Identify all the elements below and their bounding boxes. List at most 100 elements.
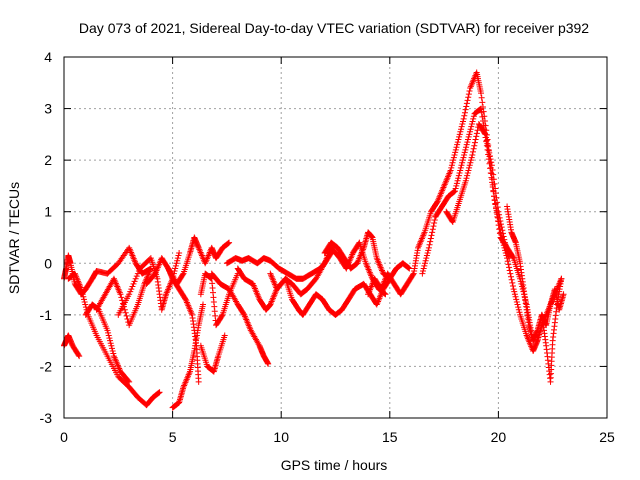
data-point — [105, 329, 112, 336]
data-point — [424, 249, 431, 256]
data-point — [134, 270, 141, 277]
data-point — [173, 260, 180, 267]
x-axis-label: GPS time / hours — [281, 457, 388, 473]
data-point — [76, 353, 83, 360]
data-point — [490, 176, 497, 183]
data-point — [126, 291, 133, 298]
data-point — [464, 139, 471, 146]
data-point — [133, 273, 140, 280]
data-point — [494, 199, 501, 206]
data-point — [427, 238, 434, 245]
data-point — [423, 252, 430, 259]
data-point — [462, 177, 469, 184]
data-point — [421, 262, 428, 269]
data-point — [448, 162, 455, 169]
plot-frame — [63, 56, 608, 419]
data-point — [429, 229, 436, 236]
data-point — [485, 146, 492, 153]
data-point — [478, 109, 485, 116]
data-point — [453, 180, 460, 187]
data-point — [508, 276, 515, 283]
y-tick-label: -3 — [40, 410, 53, 426]
data-point — [515, 304, 522, 311]
data-point — [125, 377, 132, 384]
data-point — [499, 227, 506, 234]
data-point — [79, 291, 86, 298]
data-point — [467, 126, 474, 133]
data-point — [558, 275, 565, 282]
data-point — [240, 310, 247, 317]
series-trace-12 — [208, 270, 272, 367]
data-point — [498, 224, 505, 231]
data-point — [126, 378, 133, 385]
data-point — [123, 312, 130, 319]
data-points — [61, 69, 567, 411]
data-point — [462, 146, 469, 153]
data-point — [419, 270, 426, 277]
data-point — [78, 286, 85, 293]
data-point — [420, 265, 427, 272]
data-point — [461, 151, 468, 158]
data-point — [174, 257, 181, 264]
data-point — [128, 286, 135, 293]
data-point — [484, 140, 491, 147]
data-point — [462, 106, 469, 113]
gridlines — [64, 57, 607, 418]
data-point — [218, 312, 225, 319]
data-point — [489, 166, 496, 173]
tick-labels: 0 5 10 15 20 25 -3 -2 -1 0 1 2 3 4 — [40, 49, 615, 445]
data-point — [479, 113, 486, 120]
data-point — [430, 223, 437, 230]
data-point — [81, 298, 88, 305]
data-point — [509, 279, 516, 286]
data-point — [511, 288, 518, 295]
x-tick-label: 0 — [60, 429, 68, 445]
data-point — [468, 121, 475, 128]
data-point — [505, 261, 512, 268]
data-point — [135, 268, 142, 275]
data-point — [428, 232, 435, 239]
data-point — [495, 208, 502, 215]
data-point — [431, 216, 438, 223]
data-point — [105, 332, 112, 339]
data-point — [452, 146, 459, 153]
data-point — [405, 264, 412, 271]
data-point — [464, 170, 471, 177]
data-point — [464, 97, 471, 104]
data-point — [500, 233, 507, 240]
data-point — [459, 157, 466, 164]
data-point — [477, 106, 484, 113]
data-point — [265, 360, 272, 367]
data-point — [226, 239, 233, 246]
data-point — [471, 139, 478, 146]
data-point — [465, 94, 472, 101]
data-point — [174, 255, 181, 262]
data-point — [511, 291, 518, 298]
data-point — [507, 270, 514, 277]
data-point — [486, 153, 493, 160]
data-point — [109, 345, 116, 352]
data-point — [492, 190, 499, 197]
data-point — [460, 154, 467, 161]
data-point — [82, 301, 89, 308]
data-point — [516, 309, 523, 316]
data-point — [465, 133, 472, 140]
series-trace-21 — [538, 275, 565, 385]
data-point — [464, 172, 471, 179]
data-point — [463, 144, 470, 151]
series-trace-3 — [65, 270, 163, 409]
data-point — [469, 151, 476, 158]
data-point — [463, 103, 470, 110]
data-point — [463, 141, 470, 148]
data-point — [425, 247, 432, 254]
data-point — [493, 194, 500, 201]
data-point — [464, 136, 471, 143]
data-point — [461, 109, 468, 116]
data-point — [75, 352, 82, 359]
x-tick-label: 15 — [382, 429, 398, 445]
data-point — [127, 288, 134, 295]
data-point — [512, 293, 519, 300]
data-point — [82, 304, 89, 311]
data-point — [474, 127, 481, 134]
